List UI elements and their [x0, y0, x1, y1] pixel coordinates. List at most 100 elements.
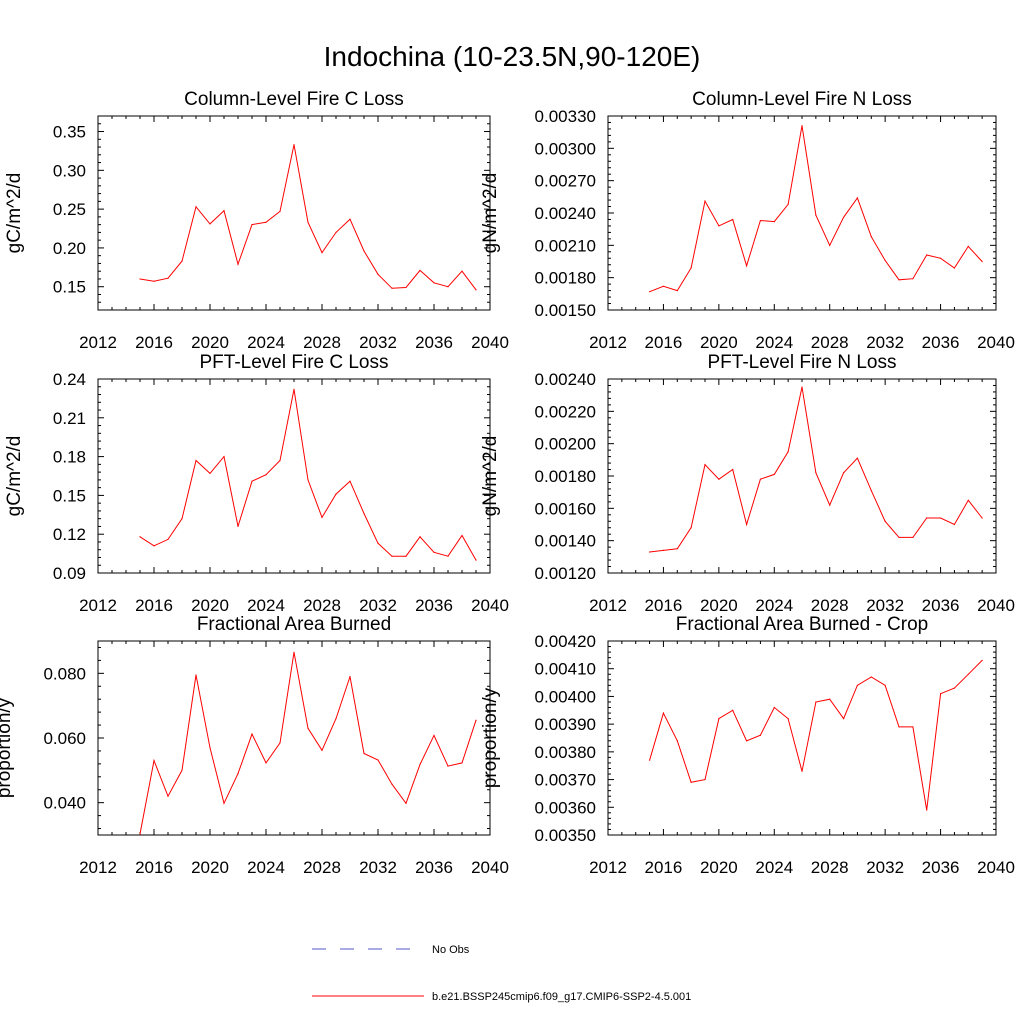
data-point [349, 480, 351, 482]
data-point [912, 536, 914, 539]
chart-panel-2: Column-Level Fire N Loss 2012 2016 2020 2024… [480, 89, 1015, 352]
data-point [676, 740, 678, 742]
series-line-1 [649, 125, 983, 293]
x-tick-label: 2016 [645, 333, 683, 352]
data-point [926, 517, 928, 519]
data-point [912, 726, 914, 728]
y-tick-label: 0.20 [53, 239, 86, 258]
panel-title: PFT-Level Fire C Loss [200, 352, 389, 373]
x-tick-label: 2012 [79, 858, 117, 877]
data-point [195, 674, 197, 676]
y-tick-label: 0.00270 [535, 172, 596, 191]
data-point [759, 734, 762, 736]
y-axis-label: gC/m^2/d [4, 173, 25, 254]
data-point [363, 752, 365, 755]
data-point [870, 676, 872, 678]
x-tick-label: 2028 [303, 333, 341, 352]
x-tick-label: 2028 [811, 333, 849, 352]
legend: No Obs b.e21.BSSP245cmip6.f09_g17.CMIP6-… [312, 944, 691, 1003]
x-tick-label: 2024 [247, 858, 285, 877]
panel-title: PFT-Level Fire N Loss [708, 352, 897, 373]
y-axis-label: gN/m^2/d [480, 173, 501, 254]
x-tick-label: 2024 [755, 333, 793, 352]
data-point [884, 684, 886, 686]
data-point [648, 759, 651, 761]
data-point [953, 267, 956, 269]
x-tick-label: 2016 [135, 596, 173, 615]
data-point [926, 809, 928, 811]
x-tick-label: 2036 [922, 858, 960, 877]
data-point [939, 517, 942, 519]
y-tick-label: 0.00360 [535, 798, 596, 817]
data-point [648, 551, 651, 553]
data-point [981, 517, 983, 519]
data-point [870, 489, 872, 492]
y-tick-label: 0.12 [53, 525, 86, 544]
chart-panels: Column-Level Fire C Loss 2012 2016 2020 2024… [0, 89, 1015, 877]
x-tick-label: 2040 [977, 596, 1015, 615]
data-point [718, 478, 720, 480]
y-tick-label: 0.15 [53, 278, 86, 297]
data-point [223, 802, 225, 804]
y-tick-label: 0.00350 [535, 826, 596, 845]
data-point [279, 742, 281, 744]
data-point [676, 290, 678, 292]
plot-frame [607, 640, 997, 836]
data-point [279, 210, 281, 213]
x-tick-label: 2028 [811, 596, 849, 615]
chart-panel-1: Column-Level Fire C Loss 2012 2016 2020 2024… [4, 89, 509, 352]
y-tick-label: 0.35 [53, 123, 86, 142]
data-point [321, 251, 323, 254]
data-point [461, 534, 463, 537]
y-tick-label: 0.00380 [535, 743, 596, 762]
y-tick-label: 0.21 [53, 409, 86, 428]
x-tick-label: 2040 [977, 858, 1015, 877]
x-tick-label: 2020 [700, 596, 738, 615]
x-tick-label: 2012 [589, 596, 627, 615]
data-point [195, 206, 197, 208]
plot-frame [97, 640, 491, 836]
y-tick-label: 0.00240 [535, 204, 596, 223]
data-point [405, 555, 407, 557]
series-line-1 [649, 386, 983, 553]
data-point [842, 718, 845, 720]
data-point [167, 538, 169, 540]
data-point [773, 221, 775, 223]
data-point [773, 706, 775, 709]
x-tick-label: 2040 [471, 858, 509, 877]
data-point [690, 267, 692, 269]
x-tick-label: 2036 [415, 858, 453, 877]
data-point [461, 270, 463, 272]
x-tick-label: 2020 [191, 596, 229, 615]
data-point [898, 726, 900, 728]
data-point [251, 224, 253, 226]
data-point [953, 523, 956, 526]
data-point [209, 747, 211, 749]
data-point [419, 536, 421, 538]
x-tick-label: 2024 [755, 858, 793, 877]
x-tick-label: 2032 [359, 333, 397, 352]
data-point [718, 225, 720, 227]
data-point [293, 388, 295, 390]
data-point [447, 555, 449, 557]
y-axis-label: proportion/y [480, 687, 501, 788]
data-point [209, 472, 211, 475]
data-point [829, 244, 831, 246]
data-point [405, 286, 407, 289]
data-point [773, 473, 775, 475]
data-point [377, 542, 379, 544]
x-tick-label: 2012 [589, 858, 627, 877]
data-point [307, 727, 309, 729]
y-tick-label: 0.00150 [535, 301, 596, 320]
data-point [815, 472, 817, 474]
data-point [223, 210, 225, 212]
y-tick-label: 0.080 [43, 664, 86, 683]
x-tick-label: 2036 [415, 333, 453, 352]
panel-title: Column-Level Fire N Loss [692, 89, 912, 110]
data-point [447, 286, 449, 288]
data-point [307, 221, 309, 223]
data-point [732, 218, 734, 221]
data-point [829, 504, 831, 506]
y-tick-label: 0.09 [53, 564, 86, 583]
